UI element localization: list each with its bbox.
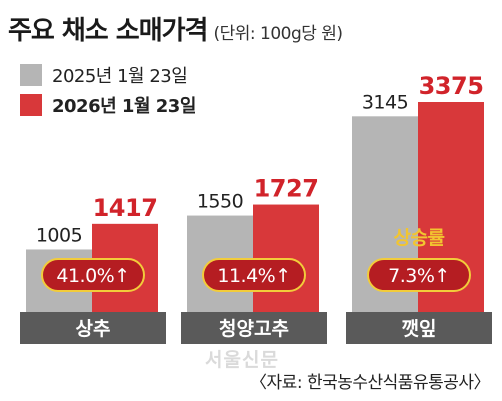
legend: 2025년 1월 23일 2026년 1월 23일 <box>20 60 196 120</box>
category-band-1 <box>181 312 327 344</box>
value-label-prev-0: 1005 <box>36 224 82 246</box>
legend-swatch-prev <box>20 64 42 86</box>
category-band-0 <box>20 312 166 344</box>
legend-item-2025: 2025년 1월 23일 <box>20 60 196 90</box>
unit-label: (단위: 100g당 원) <box>213 24 343 44</box>
growth-label-2: 7.3%↑ <box>388 265 450 287</box>
legend-item-2026: 2026년 1월 23일 <box>20 90 196 120</box>
growth-pill-2 <box>367 258 471 292</box>
value-label-prev-1: 1550 <box>197 191 243 213</box>
source-label: 〈자료: 한국농수산식품유통공사〉 <box>250 373 490 393</box>
legend-label-curr: 2026년 1월 23일 <box>52 96 196 117</box>
category-band-2 <box>346 312 492 344</box>
category-label-2: 깻잎 <box>402 318 437 340</box>
legend-swatch-curr <box>20 94 42 116</box>
title-block: 주요 채소 소매가격 (단위: 100g당 원) <box>8 10 343 47</box>
value-label-curr-2: 3375 <box>419 72 484 100</box>
legend-label-prev: 2025년 1월 23일 <box>52 66 188 87</box>
growth-pill-0 <box>41 258 145 292</box>
category-label-1: 청양고추 <box>219 318 289 340</box>
growth-label-1: 11.4%↑ <box>217 265 290 287</box>
growth-pill-1 <box>202 258 306 292</box>
category-label-0: 상추 <box>76 318 111 340</box>
watermark: 서울신문 <box>205 349 279 371</box>
value-label-curr-1: 1727 <box>254 175 319 203</box>
value-label-prev-2: 3145 <box>362 91 408 113</box>
value-label-curr-0: 1417 <box>93 194 158 222</box>
growth-label-0: 41.0%↑ <box>56 265 129 287</box>
growth-rate-label: 상승률 <box>394 227 445 249</box>
chart-title: 주요 채소 소매가격 <box>8 16 208 46</box>
